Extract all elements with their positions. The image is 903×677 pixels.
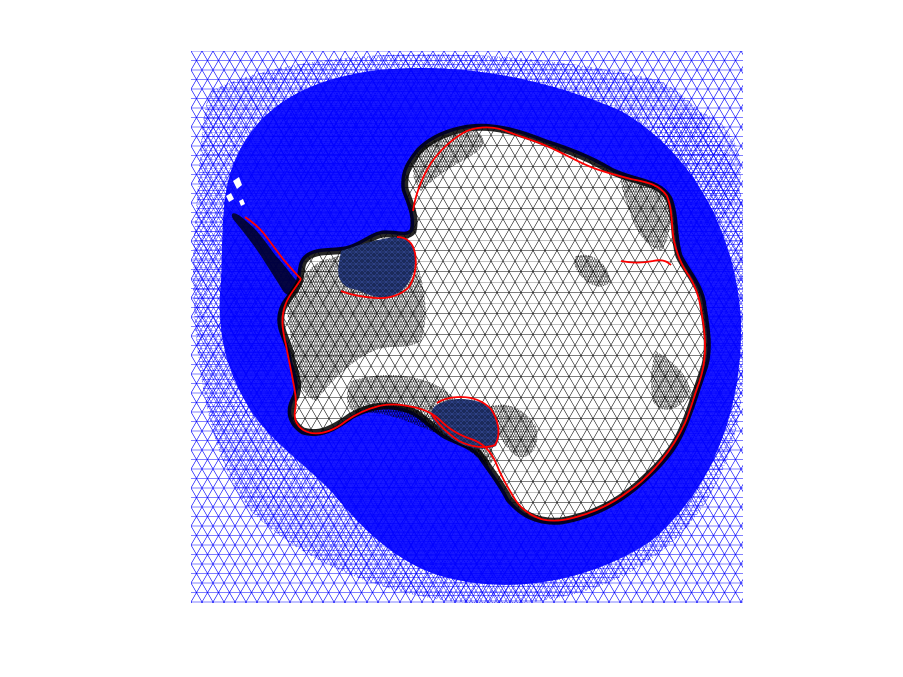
ocean-swirl-nw (271, 93, 411, 189)
ronne-filchner-ice-shelf (338, 237, 416, 298)
mesh-plot-area (191, 51, 743, 603)
antarctica-mesh-plot (191, 51, 743, 603)
antarctic-peninsula (231, 213, 299, 295)
ross-ice-shelf (431, 399, 500, 449)
peninsula-islands (226, 177, 245, 206)
ice-sheet-coarse-mesh (280, 127, 708, 522)
grounding-line (244, 126, 706, 522)
